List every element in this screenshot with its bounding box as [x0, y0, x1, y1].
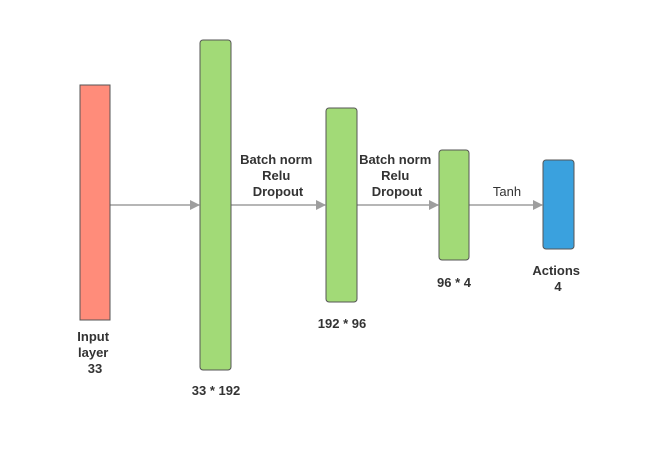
connection-3-4-label: Tanh [493, 184, 521, 199]
hidden-layer-2-box [326, 108, 357, 302]
output-layer-label: Actions 4 [532, 263, 583, 294]
output-layer-box [543, 160, 574, 249]
hidden-layer-3-box [439, 150, 469, 260]
hidden-layer-2-label: 192 * 96 [318, 316, 366, 331]
hidden-layer-1-box [200, 40, 231, 370]
connection-2-3-label: Batch norm Relu Dropout [359, 152, 435, 199]
hidden-layer-3-label: 96 * 4 [437, 275, 472, 290]
connection-1-2-label: Batch norm Relu Dropout [240, 152, 316, 199]
hidden-layer-1-label: 33 * 192 [192, 383, 240, 398]
input-layer-box [80, 85, 110, 320]
input-layer-label: Input layer 33 [77, 329, 112, 376]
